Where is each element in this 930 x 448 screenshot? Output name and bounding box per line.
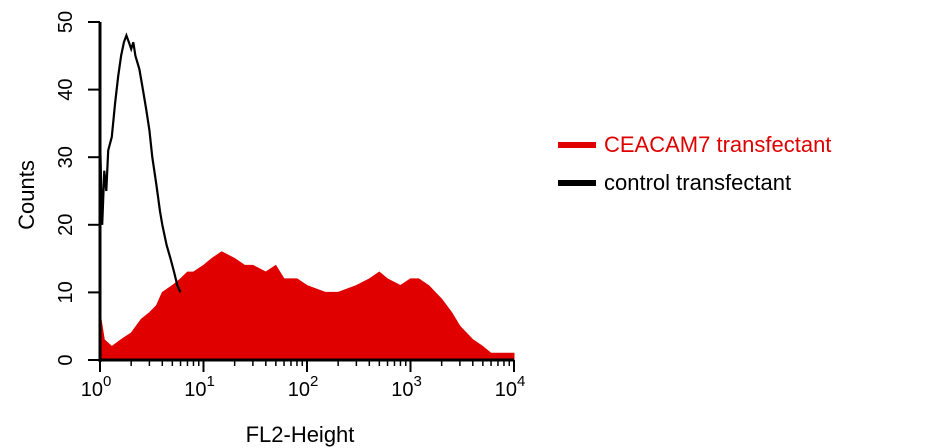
x-tick-label: 100 <box>81 373 112 401</box>
legend-swatch-control <box>558 180 596 186</box>
y-tick-label: 30 <box>55 146 77 168</box>
x-tick-label: 101 <box>184 373 215 401</box>
legend-label-control: control transfectant <box>604 170 792 195</box>
legend-label-ceacam7: CEACAM7 transfectant <box>604 132 832 157</box>
x-tick-label: 103 <box>391 373 422 401</box>
series-control-line <box>98 32 182 293</box>
y-axis-title: Counts <box>14 160 39 230</box>
y-tick-label: 40 <box>55 78 77 100</box>
axes-layer: 0 10 20 30 40 50 100 101 102 103 104 <box>55 11 525 401</box>
y-tick-label: 50 <box>55 11 77 33</box>
legend-item-ceacam7: CEACAM7 transfectant <box>558 128 831 162</box>
series-ceacam7-area <box>99 251 515 361</box>
y-tick-label: 0 <box>55 354 77 365</box>
legend: CEACAM7 transfectant control transfectan… <box>558 128 831 204</box>
plot-area: 0 10 20 30 40 50 100 101 102 103 104 <box>55 11 525 401</box>
x-tick-label: 102 <box>288 373 319 401</box>
x-tick-label: 104 <box>495 373 526 401</box>
y-tick-label: 10 <box>55 281 77 303</box>
y-tick-label: 20 <box>55 214 77 236</box>
series-layer <box>98 32 515 361</box>
legend-item-control: control transfectant <box>558 166 831 200</box>
legend-swatch-ceacam7 <box>558 142 596 148</box>
x-axis-title: FL2-Height <box>246 422 355 447</box>
